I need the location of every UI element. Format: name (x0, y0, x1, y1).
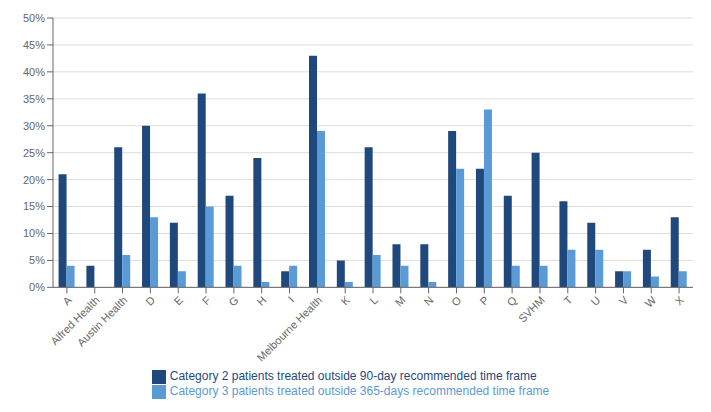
svg-text:SVHM: SVHM (516, 294, 547, 325)
svg-text:E: E (171, 294, 185, 308)
svg-text:W: W (642, 293, 658, 309)
html-text:Category 3 patients treated ou: Category 3 patients treated outside 365-… (169, 384, 550, 399)
svg-text:Austin Health: Austin Health (75, 294, 130, 349)
svg-text:45%: 45% (23, 39, 45, 51)
svg-text:Melbourne Health: Melbourne Health (254, 294, 324, 364)
svg-text:30%: 30% (23, 120, 45, 132)
svg-text:H: H (255, 294, 269, 308)
svg-text:P: P (478, 294, 492, 308)
svg-text:X: X (672, 293, 686, 307)
svg-text:10%: 10% (23, 227, 45, 239)
svg-text:K: K (338, 293, 352, 307)
svg-text:15%: 15% (23, 200, 45, 212)
svg-text:T: T (561, 294, 574, 307)
svg-text:N: N (421, 294, 435, 308)
svg-text:35%: 35% (23, 93, 45, 105)
svg-text:A: A (60, 293, 74, 307)
svg-text:M: M (393, 294, 408, 309)
svg-text:I: I (286, 294, 297, 305)
svg-text:40%: 40% (23, 66, 45, 78)
svg-text:U: U (588, 294, 602, 308)
svg-text:25%: 25% (23, 147, 45, 159)
svg-text:D: D (143, 294, 157, 308)
svg-text:G: G (226, 294, 241, 309)
svg-text:L: L (367, 294, 380, 307)
svg-text:0%: 0% (29, 281, 45, 293)
html-text:Category 2 patients treated ou: Category 2 patients treated outside 90-d… (169, 369, 537, 384)
svg-text:V: V (617, 293, 631, 307)
svg-text:5%: 5% (29, 254, 45, 266)
svg-text:Alfred Health: Alfred Health (48, 293, 102, 348)
svg-text:O: O (449, 293, 464, 308)
svg-text:50%: 50% (23, 12, 45, 24)
svg-text:20%: 20% (23, 174, 45, 186)
svg-text:F: F (200, 294, 213, 307)
svg-text:Q: Q (505, 293, 520, 308)
